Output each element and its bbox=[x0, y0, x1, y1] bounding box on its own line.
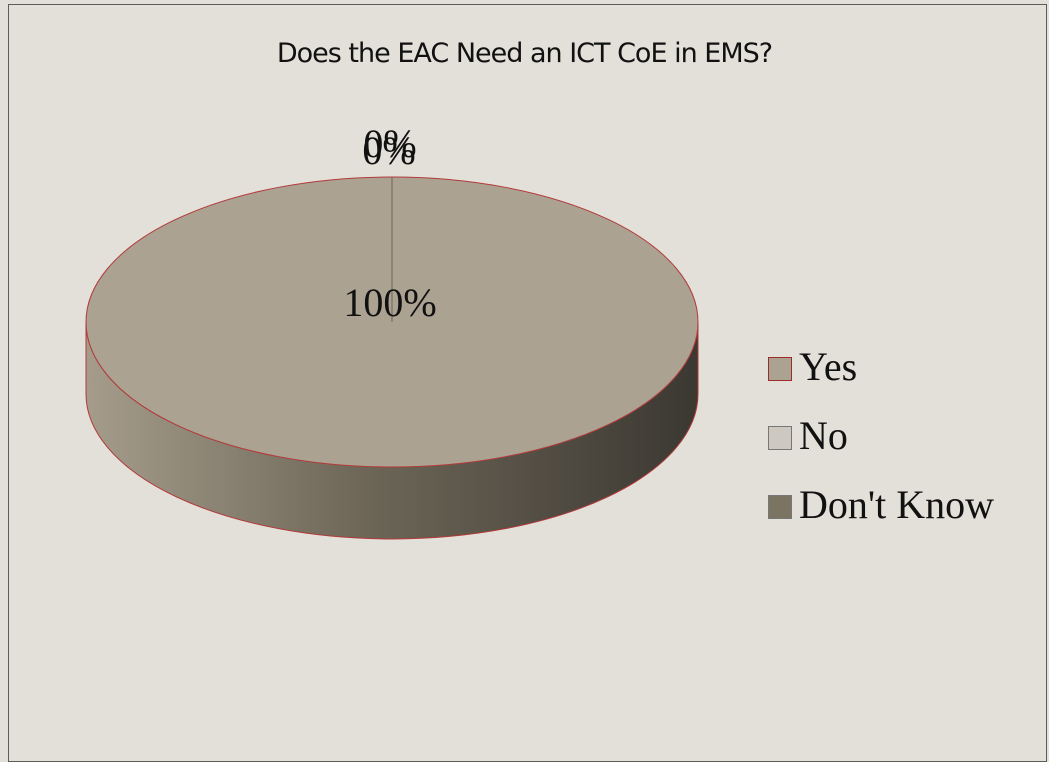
legend: Yes No Don't Know bbox=[768, 332, 994, 539]
legend-label-yes: Yes bbox=[799, 344, 858, 389]
data-label-don-t-know: 0% bbox=[363, 121, 416, 166]
legend-label-no: No bbox=[799, 413, 848, 458]
pie-data-labels: 100% 0%0% bbox=[343, 121, 436, 325]
legend-item-no: No bbox=[768, 401, 994, 470]
data-label-yes: 100% bbox=[343, 280, 436, 325]
legend-item-don-t-know: Don't Know bbox=[768, 470, 994, 539]
legend-label-don-t-know: Don't Know bbox=[799, 482, 994, 527]
legend-swatch-no bbox=[768, 425, 792, 450]
legend-swatch-yes bbox=[768, 356, 792, 381]
legend-item-yes: Yes bbox=[768, 332, 994, 401]
data-label-no: 0% bbox=[362, 128, 415, 173]
legend-swatch-don-t-know bbox=[768, 494, 792, 519]
chart-title: Does the EAC Need an ICT CoE in EMS? bbox=[276, 38, 773, 69]
pie-group bbox=[85, 176, 699, 540]
